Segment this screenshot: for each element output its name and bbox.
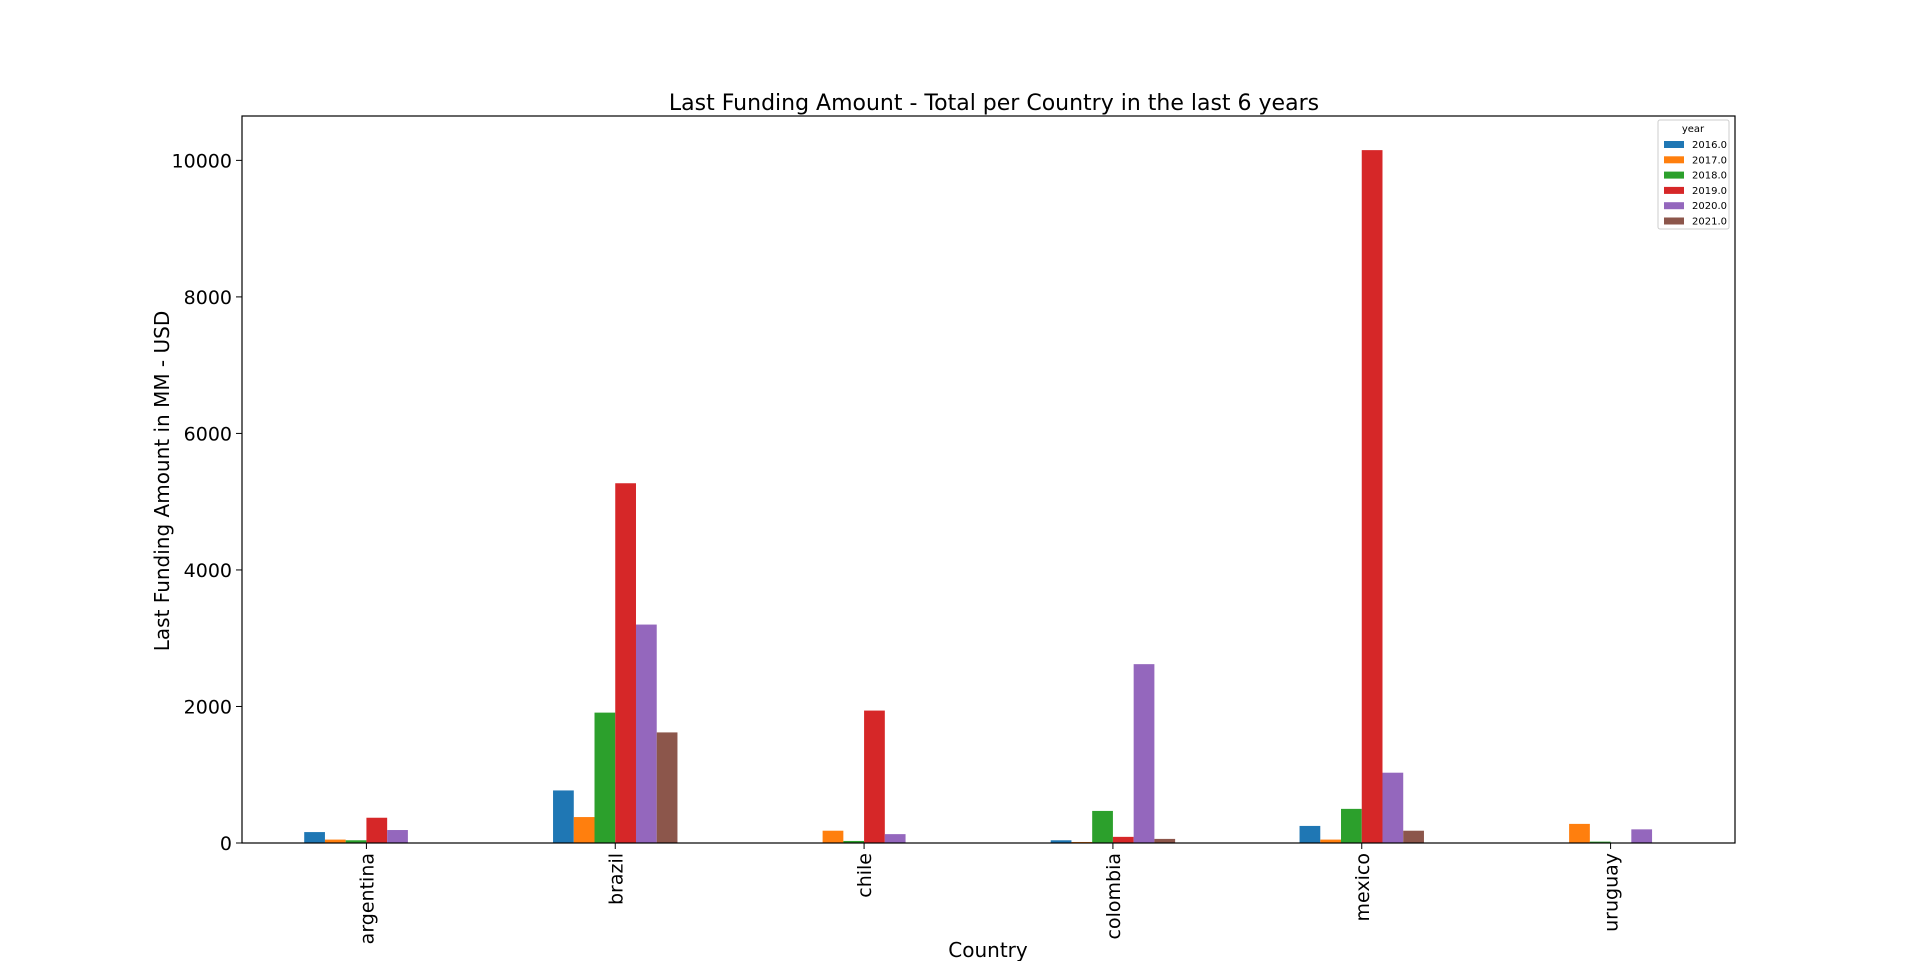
bar-argentina-2018.0 <box>345 840 367 843</box>
bar-colombia-2021.0 <box>1154 838 1176 843</box>
bar-uruguay-2018.0 <box>1589 841 1611 843</box>
plot-frame <box>241 115 1736 844</box>
bar-uruguay-2017.0 <box>1569 823 1590 843</box>
legend-swatch-2019.0 <box>1664 186 1684 194</box>
bar-colombia-2018.0 <box>1092 810 1113 843</box>
legend-label-2019.0: 2019.0 <box>1692 186 1727 197</box>
bar-colombia-2016.0 <box>1050 840 1072 843</box>
x-tick-label: argentina <box>356 853 378 944</box>
legend-swatch-2016.0 <box>1664 141 1684 148</box>
bar-brazil-2017.0 <box>573 817 595 843</box>
bar-argentina-2020.0 <box>387 830 408 843</box>
bar-chile-2017.0 <box>822 830 844 843</box>
x-tick-label: mexico <box>1352 853 1374 921</box>
bar-chile-2018.0 <box>843 840 865 843</box>
bar-brazil-2018.0 <box>594 712 616 843</box>
x-tick-label: uruguay <box>1601 853 1623 932</box>
y-axis: 0 2000 4000 6000 8000 10000 <box>172 150 242 855</box>
legend-label-2017.0: 2017.0 <box>1692 155 1727 166</box>
x-axis-label: Country <box>948 938 1028 961</box>
y-tick-label: 2000 <box>184 696 232 718</box>
chart-title: Last Funding Amount - Total per Country … <box>669 91 1319 116</box>
bar-brazil-2020.0 <box>635 624 657 843</box>
bar-mexico-2019.0 <box>1361 150 1383 843</box>
bar-chile-2020.0 <box>884 834 906 843</box>
bars-layer <box>304 150 1653 843</box>
legend-swatch-2017.0 <box>1664 156 1684 164</box>
y-tick-label: 4000 <box>184 560 232 582</box>
legend: year 2016.0 2017.0 2018.0 2019.0 2020.0 2021.… <box>1657 119 1730 230</box>
legend-label-2016.0: 2016.0 <box>1692 140 1727 151</box>
bar-mexico-2016.0 <box>1299 825 1321 843</box>
legend-label-2021.0: 2021.0 <box>1692 217 1727 228</box>
bar-argentina-2017.0 <box>324 839 346 843</box>
bar-argentina-2016.0 <box>304 832 325 843</box>
bar-brazil-2016.0 <box>553 790 574 843</box>
bar-colombia-2020.0 <box>1133 664 1155 843</box>
bar-brazil-2019.0 <box>615 483 636 843</box>
bar-mexico-2020.0 <box>1382 772 1404 843</box>
legend-title: year <box>1682 124 1705 135</box>
y-tick-label: 10000 <box>172 150 232 172</box>
y-tick-label: 8000 <box>184 287 232 309</box>
bar-mexico-2021.0 <box>1403 830 1424 843</box>
legend-swatch-2021.0 <box>1664 217 1684 225</box>
bar-brazil-2021.0 <box>656 732 678 843</box>
y-tick-label: 0 <box>220 833 232 855</box>
bar-mexico-2018.0 <box>1341 808 1362 843</box>
x-tick-label: brazil <box>605 853 627 905</box>
bar-chile-2019.0 <box>864 710 885 843</box>
x-tick-label: chile <box>854 853 876 898</box>
x-tick-label: colombia <box>1103 853 1125 939</box>
legend-label-2018.0: 2018.0 <box>1692 171 1727 182</box>
x-axis: argentina brazil chile colombia mexico urugua… <box>356 843 1623 944</box>
y-tick-label: 6000 <box>184 423 232 445</box>
bar-argentina-2019.0 <box>366 817 388 843</box>
bar-mexico-2017.0 <box>1320 839 1342 843</box>
legend-label-2020.0: 2020.0 <box>1692 201 1727 212</box>
bar-colombia-2019.0 <box>1112 836 1134 843</box>
legend-swatch-2018.0 <box>1664 171 1684 179</box>
y-axis-label: Last Funding Amount in MM - USD <box>150 311 174 651</box>
bar-uruguay-2020.0 <box>1631 829 1653 843</box>
legend-swatch-2020.0 <box>1664 202 1684 210</box>
